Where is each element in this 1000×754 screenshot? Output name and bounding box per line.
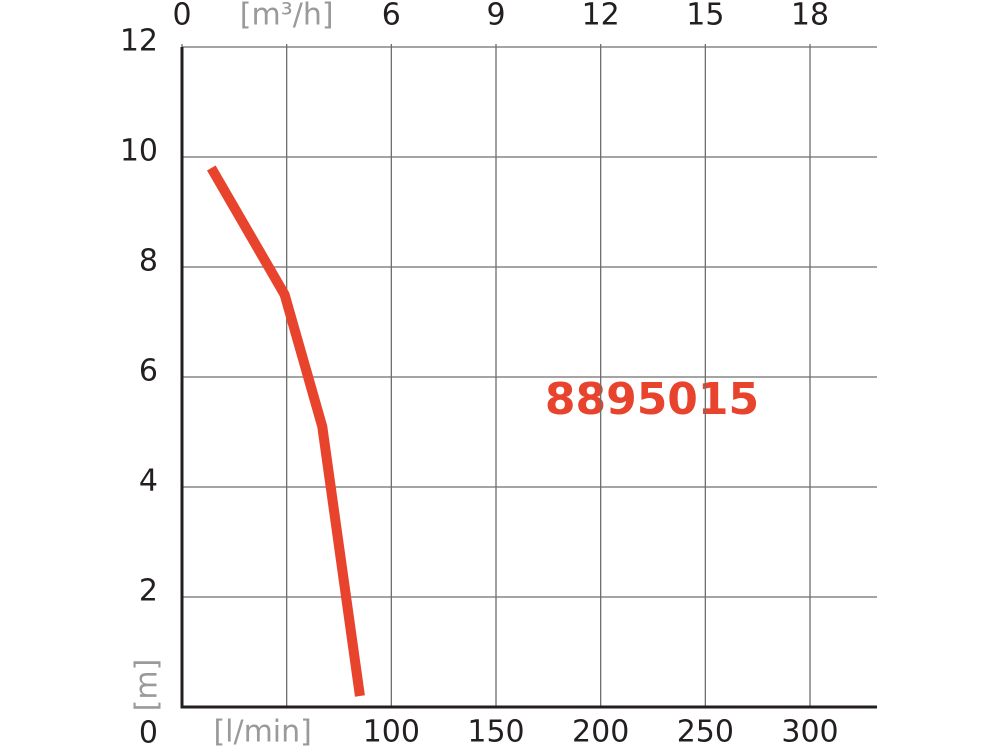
y-tick-label: 0 [139,716,158,751]
x2-tick-label: 9 [486,0,505,33]
y-tick-label: 10 [120,134,158,169]
x-tick-label: 100 [363,715,420,750]
x2-tick-label: 12 [582,0,620,33]
x2-tick-label: 0 [172,0,191,33]
annotation: 8895015 [545,374,759,425]
x-tick-label: 150 [467,715,524,750]
x2-tick-label: 18 [791,0,829,33]
x-tick-label: 250 [677,715,734,750]
y-tick-label: 12 [120,24,158,59]
y-tick-label: 8 [139,244,158,279]
x2-tick-label: [m³/h] [240,0,334,33]
curve [206,165,365,697]
x2-tick-label: 15 [686,0,724,33]
y-axis-label: [m] [130,659,165,712]
y-tick-label: 2 [139,574,158,609]
x2-tick-label: 6 [382,0,401,33]
x-tick-label: 300 [781,715,838,750]
x-tick-label: [l/min] [213,715,311,750]
y-tick-label: 6 [139,354,158,389]
x-tick-label: 200 [572,715,629,750]
y-tick-label: 4 [139,464,158,499]
